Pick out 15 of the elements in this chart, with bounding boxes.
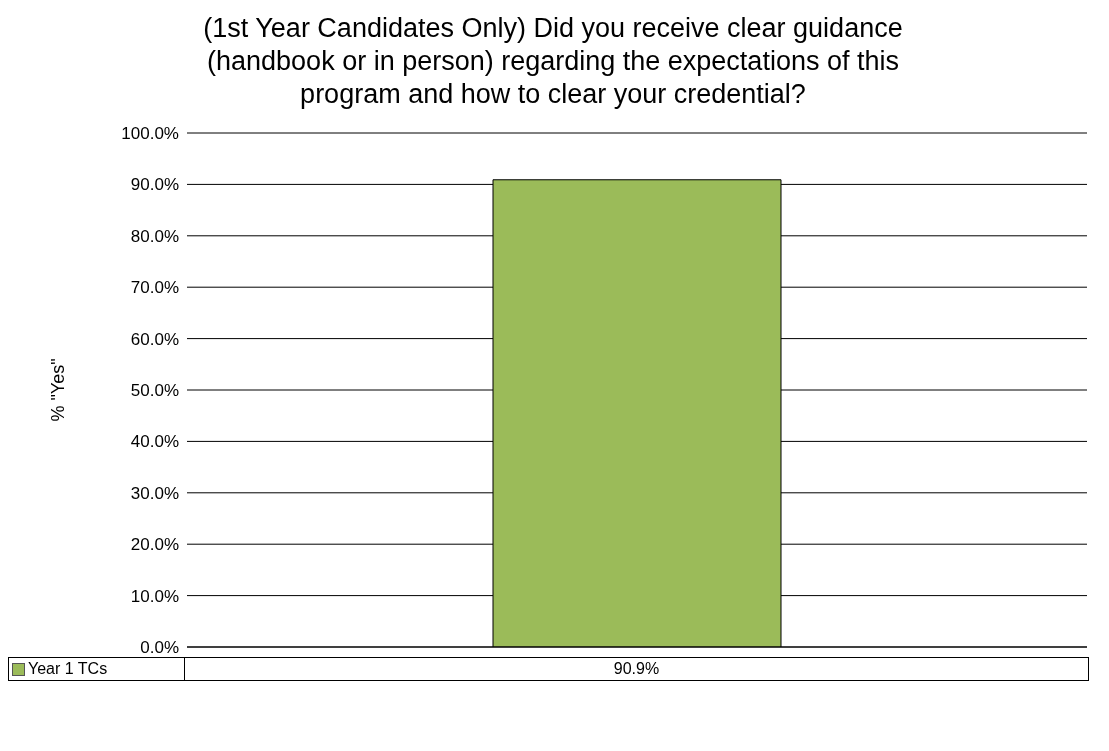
y-axis-title: % "Yes" (48, 358, 69, 422)
y-tick-label: 10.0% (130, 586, 179, 606)
chart-title: (1st Year Candidates Only) Did you receive clear guidance (handbook or in person) regarding the expectations of this program and how to clear your credential? (202, 12, 904, 111)
y-tick-label: 40.0% (130, 432, 179, 452)
legend-label: Year 1 TCs (28, 660, 108, 678)
y-tick-label: 20.0% (130, 535, 179, 555)
y-tick-label: 50.0% (130, 381, 179, 401)
y-tick-label: 90.0% (130, 175, 179, 195)
y-tick-label: 100.0% (121, 124, 179, 144)
y-tick-label: 0.0% (140, 638, 179, 658)
y-tick-label: 30.0% (130, 483, 179, 503)
data-label: 90.9% (185, 657, 1089, 681)
y-tick-label: 80.0% (130, 226, 179, 246)
y-tick-label: 60.0% (130, 329, 179, 349)
y-tick-label: 70.0% (130, 278, 179, 298)
